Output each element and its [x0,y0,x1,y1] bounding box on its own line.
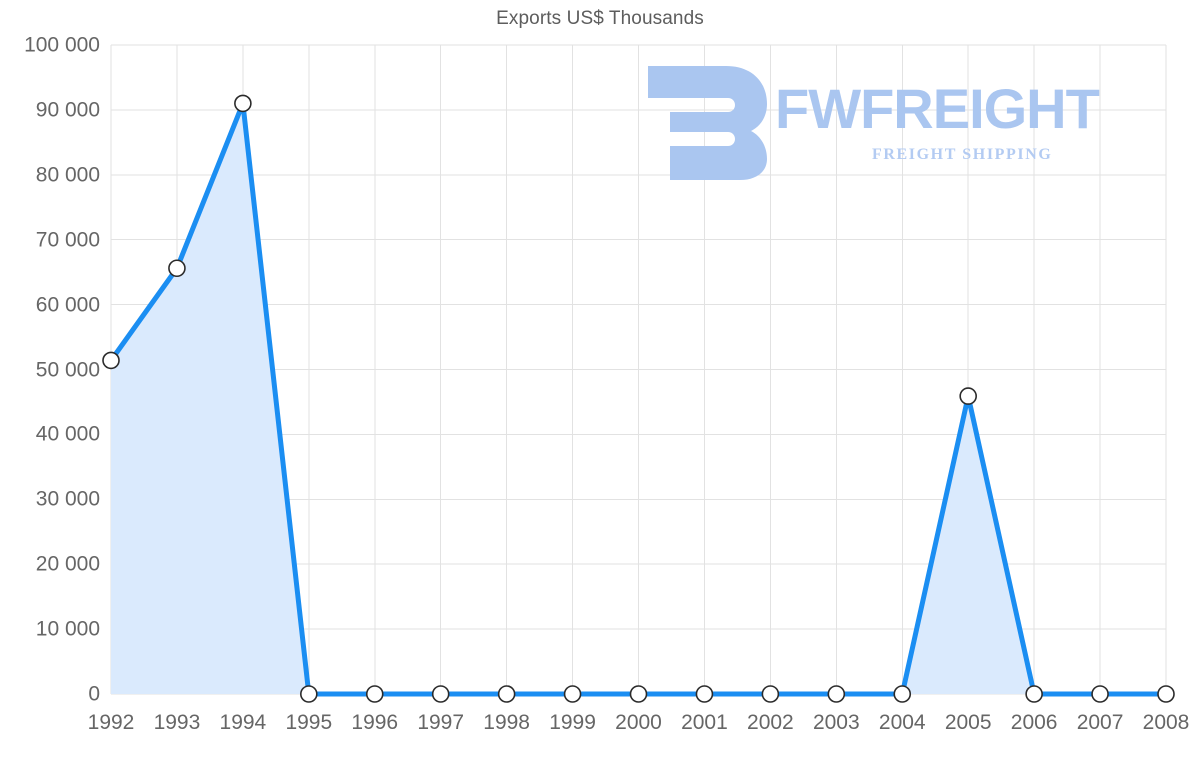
x-axis-tick-label: 2004 [878,711,926,734]
x-axis-tick-label: 2000 [615,711,662,734]
x-axis-tick-label: 1994 [219,711,267,734]
y-axis-tick-labels: 0 10 000 20 000 30 000 40 000 50 000 60 000 70 … [0,0,100,763]
data-point-marker [959,387,977,405]
x-axis-tick-label: 2001 [681,711,728,734]
data-point-marker [497,685,516,703]
data-point-marker [629,685,648,703]
data-point-marker [827,685,846,703]
x-axis-tick-label: 2002 [747,711,794,734]
data-point-marker [761,685,780,703]
data-point-marker [893,685,912,703]
data-point-marker [234,94,252,113]
y-axis-tick-label: 50 000 [35,358,100,381]
y-axis-tick-label: 60 000 [35,293,100,317]
data-point-marker [168,259,186,278]
x-axis-tick-label: 1992 [87,711,135,734]
x-axis-tick-label: 1993 [153,711,201,734]
data-point-marker [695,685,714,703]
x-axis-tick-label: 1996 [351,711,399,734]
x-axis-tick-label: 2003 [812,711,860,734]
series-area-fill [111,103,1166,694]
data-point-marker [1025,685,1043,703]
data-point-marker [1157,685,1175,703]
y-axis-tick-label: 20 000 [35,552,100,576]
data-point-marker [1091,685,1109,703]
series-data-point-markers [102,94,1175,703]
x-axis-tick-label: 1995 [285,711,333,734]
chart-title: Exports US$ Thousands [496,8,704,29]
y-axis-tick-label: 10 000 [35,617,100,641]
x-axis-tick-label: 2006 [1010,711,1058,734]
y-axis-tick-label: 30 000 [35,487,100,511]
data-point-marker [431,685,450,703]
x-axis-tick-label: 1998 [483,711,530,734]
x-axis-tick-label: 2005 [944,711,992,734]
data-point-marker [563,685,582,703]
y-axis-tick-label: 90 000 [35,98,100,122]
x-axis-tick-label: 2008 [1142,711,1190,734]
y-axis-tick-label: 40 000 [35,422,100,446]
y-axis-tick-label: 0 [88,682,100,706]
data-point-marker [365,685,384,703]
data-point-marker [300,685,318,703]
x-axis-tick-label: 1997 [417,711,465,734]
y-axis-tick-label: 70 000 [35,228,100,252]
y-axis-tick-label: 100 000 [24,33,100,57]
x-axis-tick-label: 2007 [1076,711,1124,734]
x-axis-tick-label: 1999 [549,711,596,734]
y-axis-tick-label: 80 000 [35,163,100,187]
data-point-marker [102,351,120,370]
